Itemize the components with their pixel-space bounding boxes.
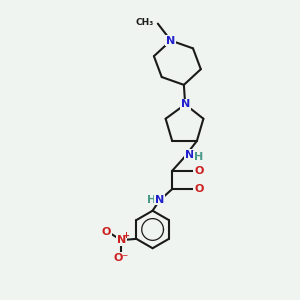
Text: N: N — [117, 235, 126, 245]
Text: O: O — [194, 166, 203, 176]
Text: N: N — [166, 36, 176, 46]
Text: N: N — [181, 99, 190, 110]
Text: CH₃: CH₃ — [136, 18, 154, 27]
Text: N: N — [155, 194, 164, 205]
Text: +: + — [122, 231, 129, 240]
Text: H: H — [147, 194, 156, 205]
Text: O: O — [102, 226, 111, 237]
Text: N: N — [185, 150, 194, 160]
Text: O: O — [194, 184, 203, 194]
Text: O⁻: O⁻ — [114, 253, 129, 262]
Text: H: H — [194, 152, 203, 161]
